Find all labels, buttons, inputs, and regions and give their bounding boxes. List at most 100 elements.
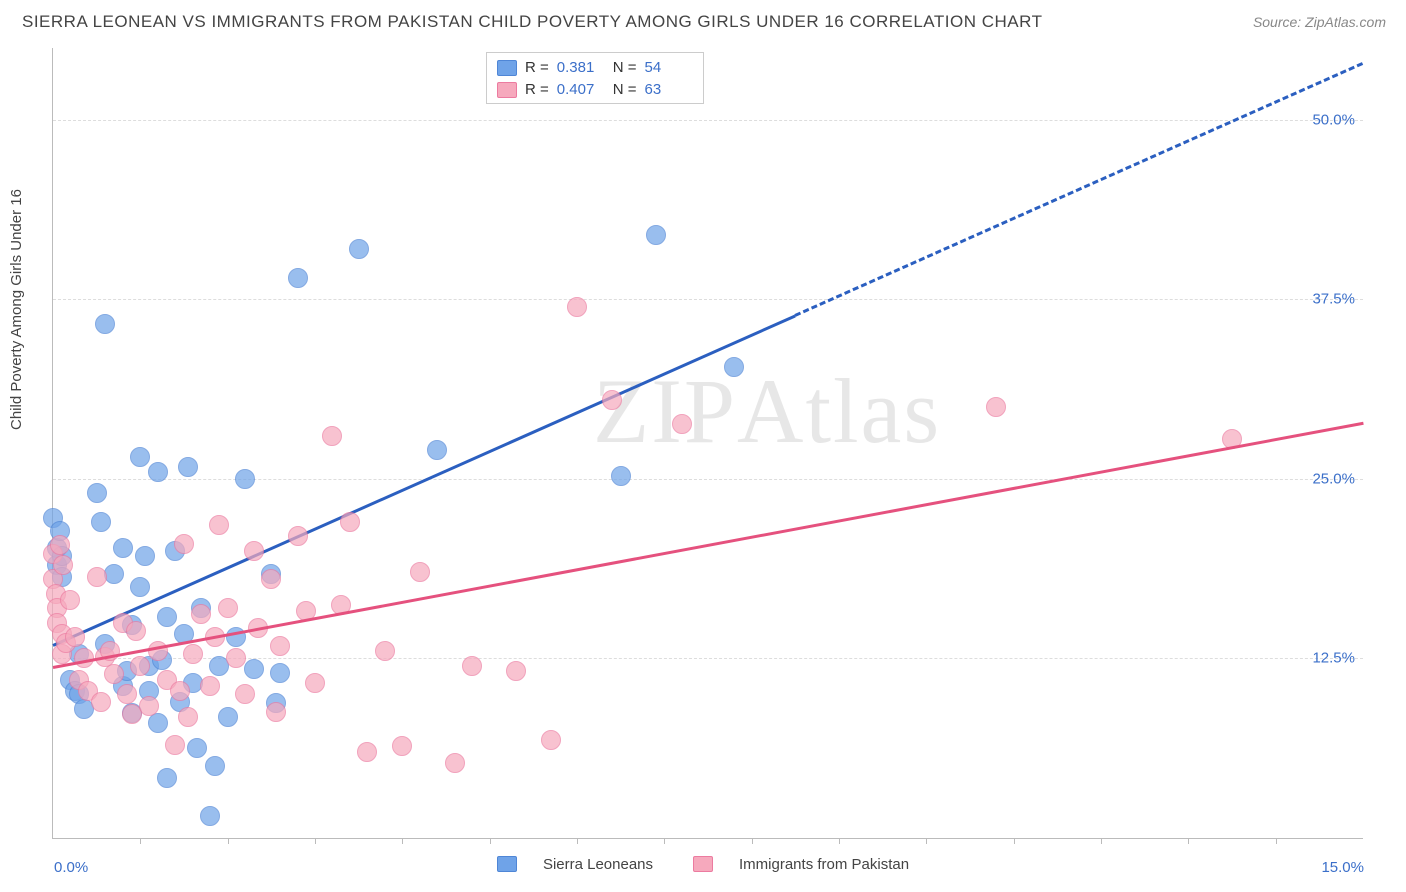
data-point [50, 535, 70, 555]
y-tick-label: 25.0% [1312, 470, 1355, 487]
data-point [130, 656, 150, 676]
data-point [87, 567, 107, 587]
data-point [218, 598, 238, 618]
data-point [340, 512, 360, 532]
data-point [567, 297, 587, 317]
data-point [60, 590, 80, 610]
data-point [165, 735, 185, 755]
series-legend: Sierra Leoneans Immigrants from Pakistan [0, 856, 1406, 877]
series-legend-item: Sierra Leoneans [487, 856, 663, 873]
legend-r-label: R = [525, 79, 549, 101]
legend-n-value: 54 [645, 57, 693, 79]
legend-swatch [693, 856, 713, 872]
data-point [445, 753, 465, 773]
data-point [209, 515, 229, 535]
legend-n-value: 63 [645, 79, 693, 101]
data-point [611, 466, 631, 486]
data-point [157, 768, 177, 788]
data-point [139, 696, 159, 716]
data-point [266, 702, 286, 722]
y-tick-label: 50.0% [1312, 111, 1355, 128]
x-tick [1276, 838, 1277, 844]
data-point [602, 390, 622, 410]
data-point [191, 604, 211, 624]
legend-row: R = 0.407 N = 63 [497, 79, 693, 101]
gridline [53, 299, 1363, 300]
x-tick [839, 838, 840, 844]
x-tick [1014, 838, 1015, 844]
legend-swatch [497, 82, 517, 98]
data-point [87, 483, 107, 503]
data-point [148, 713, 168, 733]
legend-r-value: 0.381 [557, 57, 605, 79]
y-axis-label: Child Poverty Among Girls Under 16 [8, 189, 25, 430]
data-point [986, 397, 1006, 417]
data-point [541, 730, 561, 750]
legend-row: R = 0.381 N = 54 [497, 57, 693, 79]
data-point [305, 673, 325, 693]
data-point [375, 641, 395, 661]
x-tick [140, 838, 141, 844]
legend-r-value: 0.407 [557, 79, 605, 101]
data-point [724, 357, 744, 377]
data-point [117, 684, 137, 704]
y-tick-label: 37.5% [1312, 291, 1355, 308]
data-point [200, 676, 220, 696]
data-point [187, 738, 207, 758]
x-tick [1101, 838, 1102, 844]
x-tick [752, 838, 753, 844]
data-point [104, 564, 124, 584]
data-point [672, 414, 692, 434]
data-point [235, 469, 255, 489]
data-point [148, 462, 168, 482]
data-point [130, 577, 150, 597]
data-point [178, 707, 198, 727]
legend-swatch [497, 856, 517, 872]
data-point [270, 663, 290, 683]
data-point [646, 225, 666, 245]
data-point [135, 546, 155, 566]
data-point [462, 656, 482, 676]
data-point [270, 636, 290, 656]
data-point [178, 457, 198, 477]
data-point [170, 681, 190, 701]
trend-line [795, 62, 1364, 317]
legend-n-label: N = [613, 57, 637, 79]
data-point [392, 736, 412, 756]
data-point [130, 447, 150, 467]
data-point [113, 538, 133, 558]
x-tick [490, 838, 491, 844]
data-point [288, 268, 308, 288]
data-point [244, 659, 264, 679]
data-point [200, 806, 220, 826]
data-point [288, 526, 308, 546]
data-point [410, 562, 430, 582]
data-point [157, 607, 177, 627]
data-point [427, 440, 447, 460]
x-tick [315, 838, 316, 844]
correlation-legend: R = 0.381 N = 54 R = 0.407 N = 63 [486, 52, 704, 104]
chart-title: SIERRA LEONEAN VS IMMIGRANTS FROM PAKIST… [22, 12, 1042, 32]
data-point [322, 426, 342, 446]
data-point [65, 627, 85, 647]
data-point [183, 644, 203, 664]
x-tick [577, 838, 578, 844]
series-name: Immigrants from Pakistan [739, 856, 909, 873]
data-point [218, 707, 238, 727]
data-point [91, 512, 111, 532]
data-point [261, 569, 281, 589]
data-point [95, 314, 115, 334]
y-tick-label: 12.5% [1312, 650, 1355, 667]
x-tick [1188, 838, 1189, 844]
data-point [244, 541, 264, 561]
data-point [205, 756, 225, 776]
data-point [357, 742, 377, 762]
legend-n-label: N = [613, 79, 637, 101]
data-point [506, 661, 526, 681]
data-point [126, 621, 146, 641]
x-tick [228, 838, 229, 844]
series-name: Sierra Leoneans [543, 856, 653, 873]
legend-r-label: R = [525, 57, 549, 79]
x-tick [664, 838, 665, 844]
legend-swatch [497, 60, 517, 76]
